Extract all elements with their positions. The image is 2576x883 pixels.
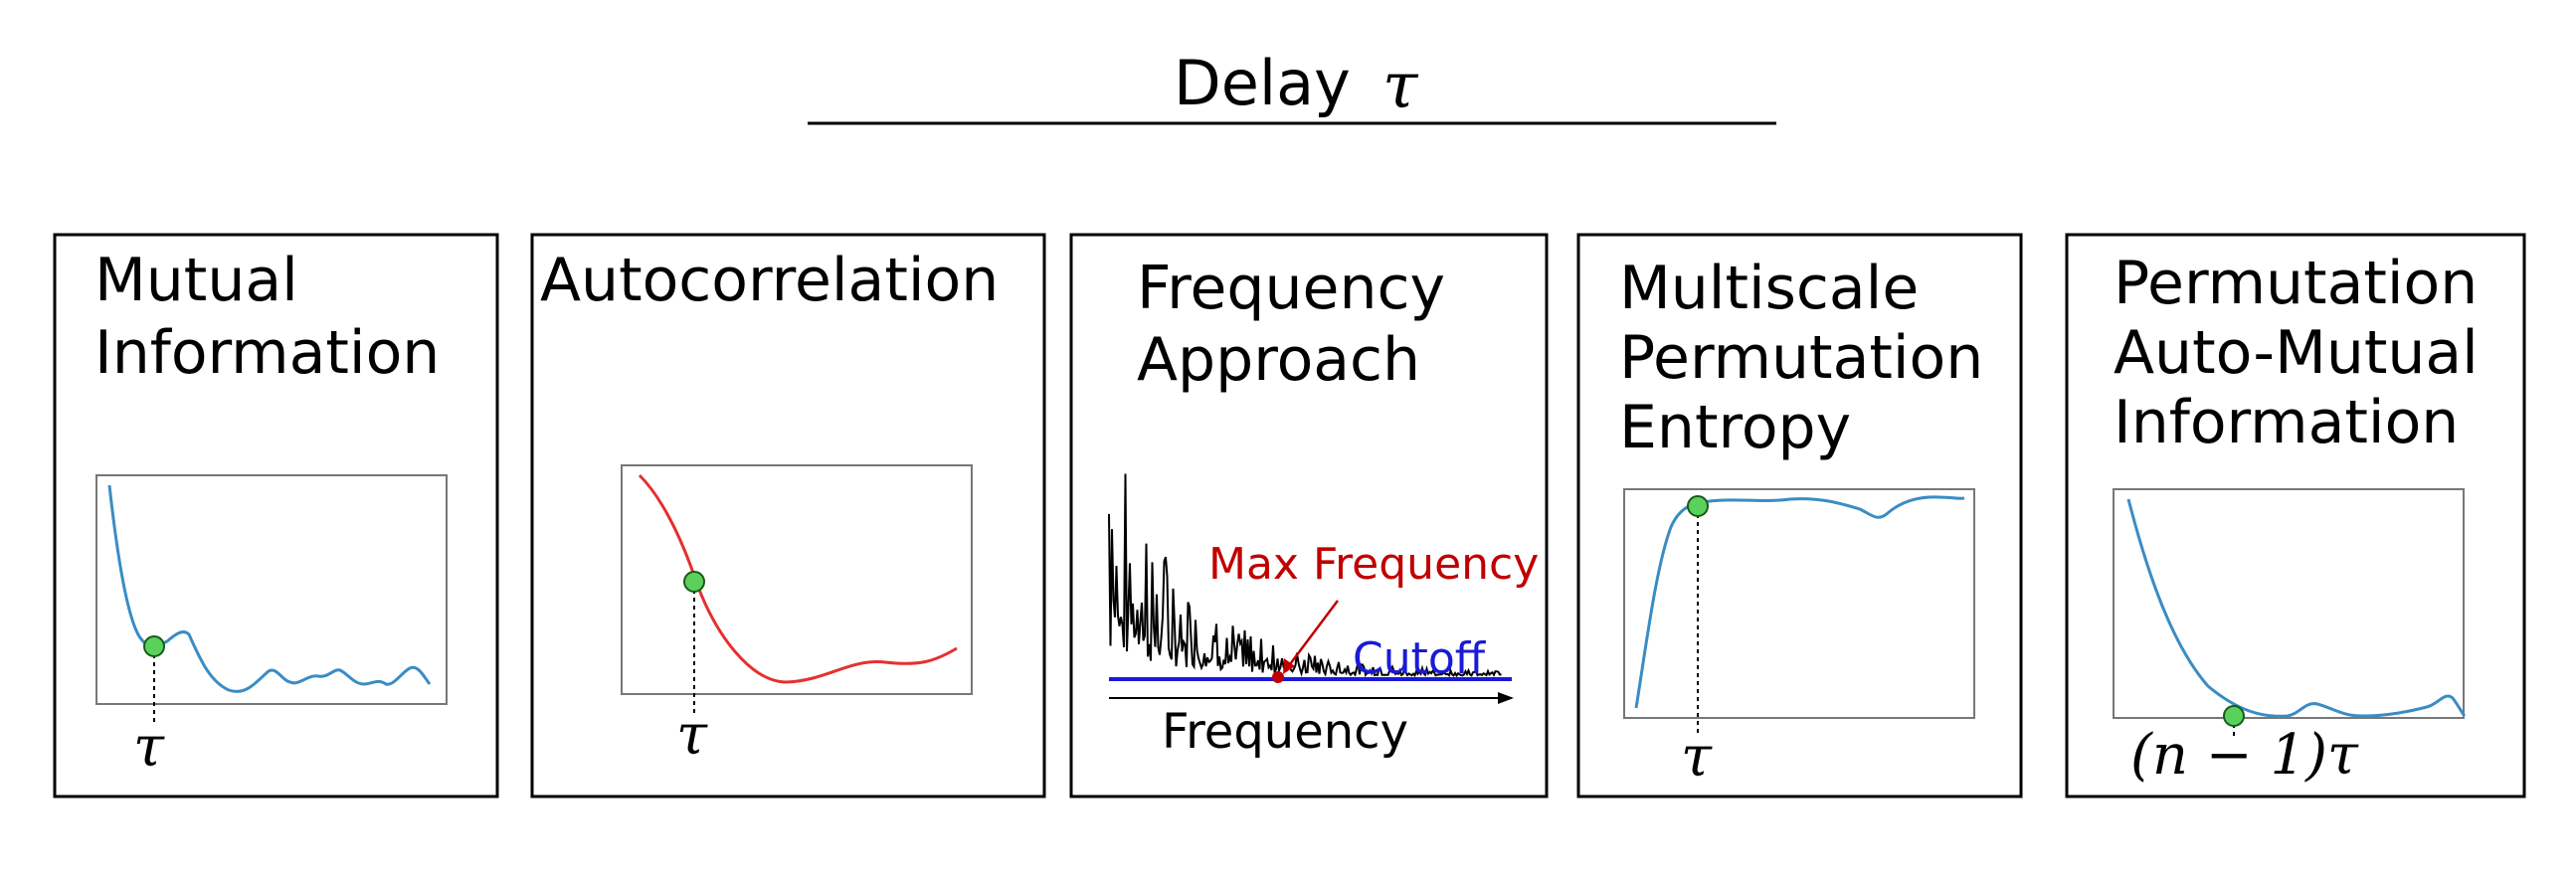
multiscale-permutation-entropy-curve bbox=[1634, 495, 1965, 709]
mutual-information-curve bbox=[107, 484, 432, 693]
frequency-spectrum bbox=[1108, 473, 1502, 678]
panel-mutual-information: Mutual Information τ bbox=[53, 233, 499, 798]
max-frequency-arrowhead bbox=[1283, 658, 1295, 674]
panel-permutation-auto-mutual-information: Permutation Auto-Mutual Information (n −… bbox=[2065, 233, 2526, 798]
panel-heading-line-1: Mutual bbox=[94, 246, 298, 315]
frequency-axis-arrowhead bbox=[1498, 692, 1514, 704]
panel-heading-line-2: Approach bbox=[1137, 325, 1420, 395]
panel-heading-line-2: Information bbox=[94, 318, 440, 388]
plot-frame bbox=[1623, 488, 1975, 719]
title-text: Delay bbox=[1174, 47, 1351, 119]
panel-heading-line-1: Multiscale bbox=[1619, 254, 1919, 323]
figure-title: Delay τ bbox=[808, 47, 1776, 125]
tau-marker bbox=[1687, 495, 1709, 517]
panel-border bbox=[530, 233, 1046, 798]
panel-frequency-approach: Frequency Approach Cutoff Frequency Max … bbox=[1069, 233, 1549, 798]
panel-border bbox=[2065, 233, 2526, 798]
panel-multiscale-permutation-entropy: Multiscale Permutation Entropy τ bbox=[1576, 233, 2023, 798]
permutation-auto-mutual-information-curve bbox=[2126, 498, 2467, 718]
max-frequency-label: Max Frequency bbox=[1208, 539, 1539, 590]
frequency-axis-label: Frequency bbox=[1162, 704, 1408, 760]
cutoff-label: Cutoff bbox=[1353, 633, 1487, 684]
n-minus-1-tau-marker bbox=[2223, 705, 2245, 727]
tau-marker bbox=[143, 635, 165, 657]
n-minus-1-tau-label: (n − 1)τ bbox=[2130, 723, 2359, 788]
max-frequency-point bbox=[1272, 671, 1284, 683]
panel-heading-line-3: Entropy bbox=[1619, 393, 1851, 462]
panel-heading-line-2: Permutation bbox=[1619, 323, 1983, 393]
plot-frame bbox=[95, 474, 448, 705]
panel-heading-line-1: Autocorrelation bbox=[540, 246, 999, 315]
panel-autocorrelation: Autocorrelation τ bbox=[530, 233, 1046, 798]
tau-label: τ bbox=[1681, 725, 1713, 790]
plot-frame bbox=[2113, 488, 2465, 719]
panel-border bbox=[1069, 233, 1549, 798]
panel-heading-line-3: Information bbox=[2114, 388, 2459, 457]
tau-marker bbox=[683, 571, 705, 593]
panel-heading-line-1: Permutation bbox=[2114, 249, 2478, 318]
panel-heading-line-1: Frequency bbox=[1137, 254, 1445, 323]
tau-label: τ bbox=[676, 703, 708, 768]
max-frequency-arrow bbox=[1286, 600, 1339, 669]
panel-border bbox=[1576, 233, 2023, 798]
plot-frame bbox=[621, 464, 973, 695]
panel-border bbox=[53, 233, 499, 798]
tau-label: τ bbox=[133, 715, 165, 780]
panel-heading-line-2: Auto-Mutual bbox=[2114, 318, 2479, 388]
title-tau-symbol: τ bbox=[1382, 50, 1419, 123]
autocorrelation-curve bbox=[638, 473, 958, 684]
